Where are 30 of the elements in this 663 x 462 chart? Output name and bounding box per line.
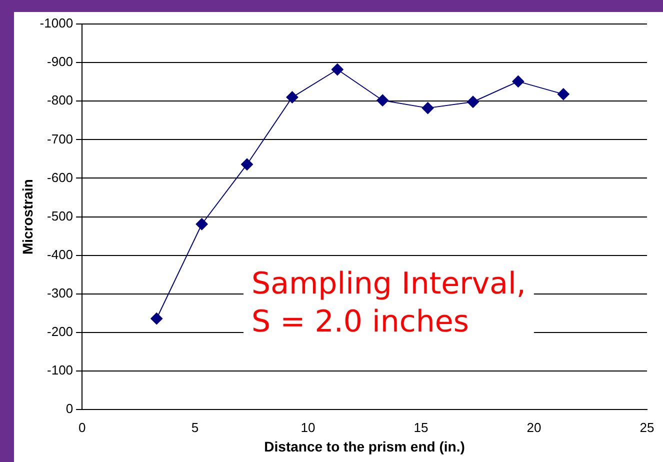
- annotation: Sampling Interval, S = 2.0 inches: [252, 266, 526, 340]
- y-tick-label: -900: [47, 54, 74, 70]
- point: [150, 312, 163, 325]
- x-tick-label: 25: [640, 420, 654, 435]
- point: [512, 75, 524, 88]
- point: [466, 96, 479, 108]
- y-tick-label: -100: [47, 362, 74, 378]
- y-tick-label: -600: [47, 170, 74, 185]
- point: [241, 158, 254, 170]
- point: [422, 102, 434, 114]
- point: [376, 94, 389, 106]
- y-tick-label: -700: [47, 131, 74, 146]
- x-tick-label: 10: [300, 420, 316, 435]
- x-tick-label: 20: [526, 420, 542, 435]
- y-axis-title: Microstrain: [19, 179, 36, 255]
- y-tick-label: -800: [47, 92, 74, 108]
- y-tick-label: -400: [47, 246, 74, 262]
- y-tick-label: 0: [66, 401, 74, 416]
- x-axis-title: Distance to the prism end (in.): [264, 438, 465, 454]
- x-tick-label: 0: [78, 420, 86, 435]
- y-tick-label: -1000: [40, 16, 74, 31]
- point: [557, 88, 570, 100]
- point: [331, 64, 344, 76]
- x-tick-label: 5: [191, 420, 199, 435]
- point: [196, 218, 208, 230]
- y-tick-label: -500: [47, 208, 74, 224]
- y-tick-label: -300: [47, 286, 74, 300]
- point: [286, 91, 298, 104]
- x-tick-label: 15: [414, 420, 428, 435]
- y-tick-label: -200: [47, 324, 74, 340]
